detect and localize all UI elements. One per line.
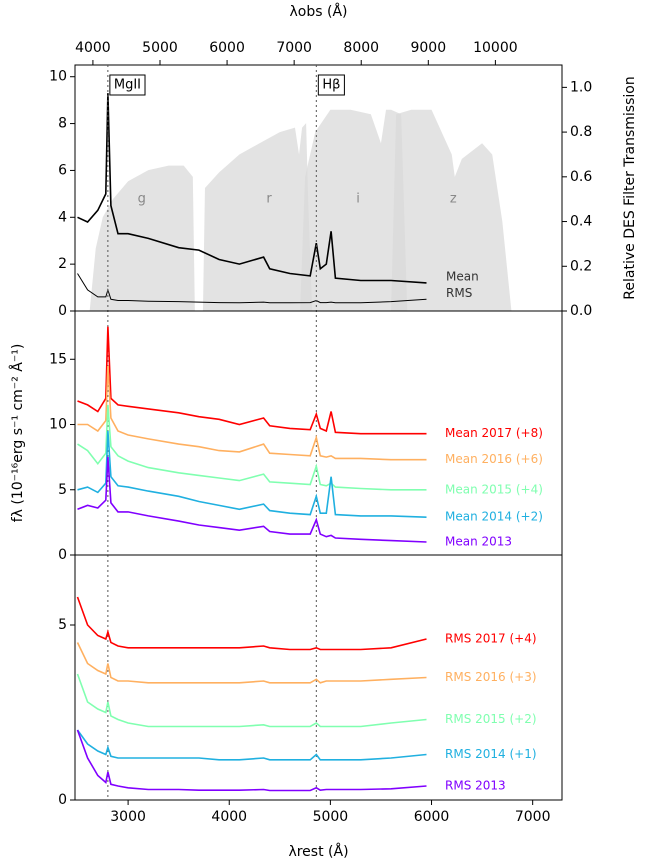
x-tick-label: 7000: [515, 809, 551, 825]
spectrum-line: [77, 365, 427, 461]
y-tick-label: 2: [58, 256, 67, 272]
y2-tick-label: 0.2: [570, 258, 592, 274]
filter-area: [202, 123, 313, 312]
annotation-label: MgII: [114, 78, 141, 93]
y-tick-label: 10: [49, 69, 67, 85]
y2-axis-label: Relative DES Filter Transmission: [622, 76, 638, 299]
series-label: Mean 2013: [445, 534, 512, 548]
annotation-box: [109, 74, 146, 96]
y2-tick-label: 0.4: [570, 214, 592, 230]
x2-tick-label: 7000: [276, 40, 312, 56]
y2-tick-label: 0.6: [570, 169, 592, 185]
x2-tick-label: 4000: [75, 40, 111, 56]
y-tick-label: 0: [58, 547, 67, 563]
y-tick-label: 4: [58, 209, 67, 225]
spectrum-line: [76, 673, 427, 728]
y-tick-label: 8: [58, 116, 67, 132]
spectrum-line: [76, 729, 427, 792]
y2-tick-label: 0.0: [570, 303, 592, 319]
series-label: RMS 2014 (+1): [445, 747, 537, 761]
series-label: Mean 2014 (+2): [445, 510, 543, 524]
y-tick-label: 15: [49, 351, 67, 367]
spectrum-line: [77, 430, 427, 518]
x2-tick-label: 9000: [410, 40, 446, 56]
series-label: RMS 2013: [445, 779, 506, 793]
spectrum-line: [76, 729, 427, 761]
y-tick-label: 5: [58, 617, 67, 633]
annotation-label: Hβ: [322, 78, 340, 93]
x2-axis-label: λobs (Å): [290, 3, 348, 20]
x2-tick-label: 5000: [142, 40, 178, 56]
spectrum-line: [76, 596, 427, 651]
spectrum-line: [77, 93, 427, 284]
spectrum-line: [77, 273, 427, 304]
spectrum-line: [77, 326, 427, 435]
filter-label: i: [356, 192, 360, 207]
y-axis-label: fλ (10⁻¹⁶erg s⁻¹ cm⁻² Å⁻¹): [9, 344, 26, 523]
filter-area: [391, 109, 512, 312]
x-tick-label: 6000: [414, 809, 450, 825]
x2-tick-label: 6000: [209, 40, 245, 56]
series-label: Mean: [446, 269, 479, 283]
y-tick-label: 6: [58, 162, 67, 178]
x-tick-label: 4000: [211, 809, 247, 825]
y2-tick-label: 1.0: [570, 79, 592, 95]
axes-frame: [74, 554, 563, 801]
x-tick-label: 3000: [110, 809, 146, 825]
x2-tick-label: 10000: [473, 40, 518, 56]
filter-label: z: [450, 192, 457, 207]
annotation: Hβ: [317, 74, 345, 96]
filter-label: g: [138, 192, 146, 207]
filter-label: r: [266, 192, 272, 207]
y-tick-label: 10: [49, 417, 67, 433]
series-label: RMS: [446, 286, 472, 300]
x-tick-label: 5000: [313, 809, 349, 825]
series-label: Mean 2017 (+8): [445, 426, 543, 440]
series-label: Mean 2015 (+4): [445, 482, 543, 496]
x2-tick-label: 8000: [343, 40, 379, 56]
y-tick-label: 0: [58, 792, 67, 808]
spectrum-line: [76, 642, 427, 684]
series-label: RMS 2017 (+4): [445, 632, 537, 646]
y2-tick-label: 0.8: [570, 124, 592, 140]
annotation: MgII: [109, 74, 146, 96]
y-tick-label: 0: [58, 303, 67, 319]
x-axis-label: λrest (Å): [288, 843, 348, 860]
series-label: Mean 2016 (+6): [445, 452, 543, 466]
spectrum-line: [77, 457, 427, 543]
filter-area: [89, 165, 195, 311]
annotation-box: [317, 74, 345, 96]
y-tick-label: 5: [58, 482, 67, 498]
series-label: RMS 2016 (+3): [445, 670, 537, 684]
series-label: RMS 2015 (+2): [445, 712, 537, 726]
